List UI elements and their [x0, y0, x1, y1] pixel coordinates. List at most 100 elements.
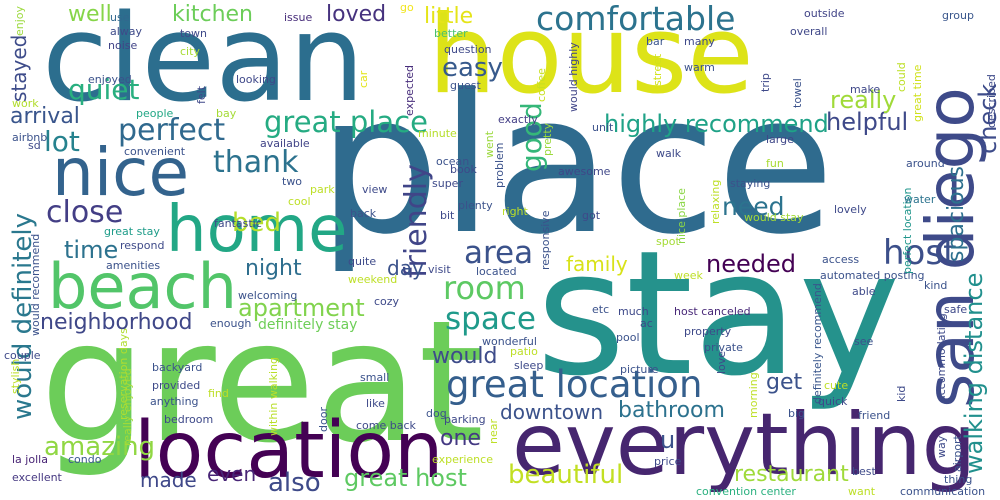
- word-exactly: exactly: [498, 113, 538, 126]
- word-staying: staying: [730, 177, 771, 190]
- word-walk: walk: [656, 147, 682, 160]
- word-thing: thing: [944, 473, 973, 486]
- word-water: water: [904, 193, 936, 206]
- word-great-host: great host: [344, 464, 467, 492]
- word-great-stay: great stay: [104, 225, 160, 238]
- word-pretty: pretty: [541, 122, 554, 156]
- word-pool: pool: [616, 331, 640, 344]
- word-room: room: [443, 269, 526, 307]
- word-looking: looking: [236, 73, 276, 86]
- word-excellent: excellent: [12, 471, 62, 484]
- word-within-walking: within walking: [267, 356, 280, 436]
- word-automated-posting: automated posting: [820, 269, 925, 282]
- word-bay: bay: [216, 107, 237, 120]
- word-noise: noise: [108, 39, 138, 52]
- word-stay: stay: [536, 213, 901, 414]
- word-great: great: [40, 284, 485, 480]
- word-stylish: stylish: [9, 358, 22, 394]
- word-weekend: weekend: [348, 273, 398, 286]
- word-bedroom: bedroom: [164, 413, 214, 426]
- word-great-place: great place: [264, 105, 428, 139]
- word-view: view: [362, 183, 388, 196]
- word-host: host: [883, 233, 957, 273]
- word-day: day: [387, 256, 424, 280]
- word-area: area: [464, 235, 534, 271]
- word-needed: needed: [706, 250, 796, 278]
- word-etc: etc: [592, 303, 610, 316]
- word-book: book: [450, 163, 477, 176]
- word-way: way: [935, 435, 948, 458]
- word-visit: visit: [428, 263, 451, 276]
- word-definitely-stay: definitely stay: [258, 317, 358, 333]
- word-quick: quick: [818, 395, 848, 408]
- word-felt: felt: [195, 85, 208, 104]
- word-condo: condo: [68, 453, 102, 466]
- word-would-recommend: would recommend: [29, 233, 42, 336]
- word-plenty: plenty: [458, 199, 493, 212]
- word-home: home: [166, 193, 348, 267]
- word-sleep: sleep: [514, 359, 544, 372]
- word-downtown: downtown: [500, 400, 604, 424]
- word-use: use: [110, 11, 130, 24]
- word-sd: sd: [28, 139, 41, 152]
- word-cute: cute: [824, 379, 849, 392]
- word-super: super: [432, 177, 463, 190]
- word-property: property: [684, 325, 732, 338]
- word-nice: nice: [52, 134, 190, 211]
- word-want: want: [848, 485, 876, 498]
- word-would-highly: would highly: [567, 42, 580, 112]
- word-dog: dog: [426, 407, 447, 420]
- word-couple: couple: [4, 349, 41, 362]
- word-fantastic: fantastic: [214, 217, 262, 230]
- word-coffee: coffee: [535, 68, 548, 102]
- word-enjoyed: enjoyed: [88, 73, 132, 86]
- word-place: place: [318, 54, 835, 277]
- word-definitely-recommend: definitely recommend: [811, 283, 824, 404]
- word-near: near: [487, 418, 500, 444]
- word-convenient: convenient: [124, 145, 186, 158]
- word-enjoy: enjoy: [13, 5, 26, 36]
- word-communication: communication: [900, 485, 986, 498]
- word-night: night: [245, 256, 302, 281]
- word-u: u: [660, 426, 676, 454]
- word-also: also: [268, 468, 321, 498]
- word-time: time: [64, 236, 119, 264]
- word-love: love: [715, 350, 728, 374]
- word-provided: provided: [152, 379, 201, 392]
- word-bit: bit: [440, 209, 455, 222]
- word-question: question: [444, 43, 492, 56]
- word-ac: ac: [640, 317, 653, 330]
- word-get: get: [766, 370, 803, 395]
- word-much: much: [618, 305, 649, 318]
- word-perfect: perfect: [118, 113, 226, 148]
- word-location: location: [134, 406, 444, 496]
- word-fun: fun: [766, 157, 784, 170]
- word-back: back: [350, 207, 377, 220]
- word-made: made: [140, 468, 197, 492]
- word-helpful: helpful: [826, 108, 909, 136]
- word-go: go: [400, 1, 414, 14]
- word-warm: warm: [684, 61, 715, 74]
- word-best: best: [852, 465, 876, 478]
- word-need: need: [722, 192, 785, 221]
- word-private: private: [704, 341, 743, 354]
- word-comfortable: comfortable: [536, 0, 736, 38]
- word-unit: unit: [592, 121, 614, 134]
- word-apartment: apartment: [238, 294, 365, 322]
- word-well: well: [68, 2, 112, 27]
- word-wonderful: wonderful: [482, 335, 537, 348]
- word-little: little: [424, 4, 474, 29]
- word-safe: safe: [944, 303, 968, 316]
- word-could: could: [895, 62, 908, 92]
- word-see: see: [854, 335, 874, 348]
- word-overall: overall: [790, 25, 828, 38]
- word-thank: thank: [213, 145, 299, 180]
- word-arrival: arrival: [10, 104, 80, 129]
- word-issue: issue: [284, 11, 313, 24]
- word-alway: alway: [110, 25, 143, 38]
- word-problem: problem: [493, 142, 506, 188]
- word-welcoming: welcoming: [238, 289, 298, 302]
- word-find: find: [208, 387, 229, 400]
- word-stayed: stayed: [7, 34, 31, 102]
- word-family: family: [566, 252, 628, 276]
